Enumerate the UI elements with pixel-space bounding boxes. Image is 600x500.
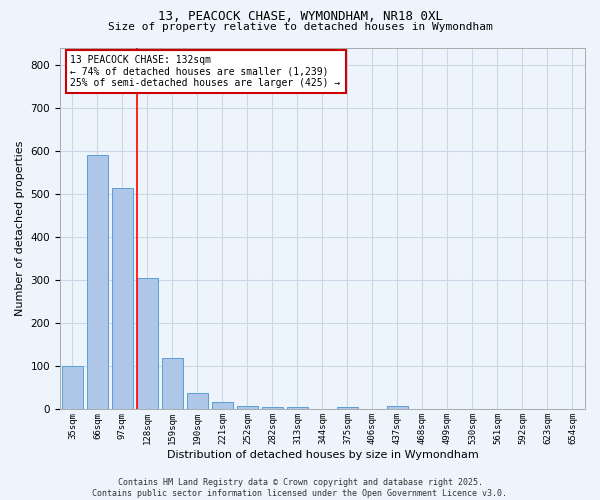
Bar <box>337 408 358 410</box>
Bar <box>187 393 208 409</box>
Bar <box>162 358 183 410</box>
Text: 13 PEACOCK CHASE: 132sqm
← 74% of detached houses are smaller (1,239)
25% of sem: 13 PEACOCK CHASE: 132sqm ← 74% of detach… <box>70 54 341 88</box>
Text: Contains HM Land Registry data © Crown copyright and database right 2025.
Contai: Contains HM Land Registry data © Crown c… <box>92 478 508 498</box>
Bar <box>62 366 83 410</box>
Bar <box>212 402 233 409</box>
Bar <box>87 155 108 409</box>
Bar <box>262 408 283 410</box>
X-axis label: Distribution of detached houses by size in Wymondham: Distribution of detached houses by size … <box>167 450 478 460</box>
Bar <box>287 408 308 410</box>
Bar <box>237 406 258 409</box>
Bar <box>387 406 408 409</box>
Text: 13, PEACOCK CHASE, WYMONDHAM, NR18 0XL: 13, PEACOCK CHASE, WYMONDHAM, NR18 0XL <box>157 10 443 23</box>
Bar <box>137 278 158 409</box>
Y-axis label: Number of detached properties: Number of detached properties <box>15 141 25 316</box>
Text: Size of property relative to detached houses in Wymondham: Size of property relative to detached ho… <box>107 22 493 32</box>
Bar <box>112 188 133 410</box>
